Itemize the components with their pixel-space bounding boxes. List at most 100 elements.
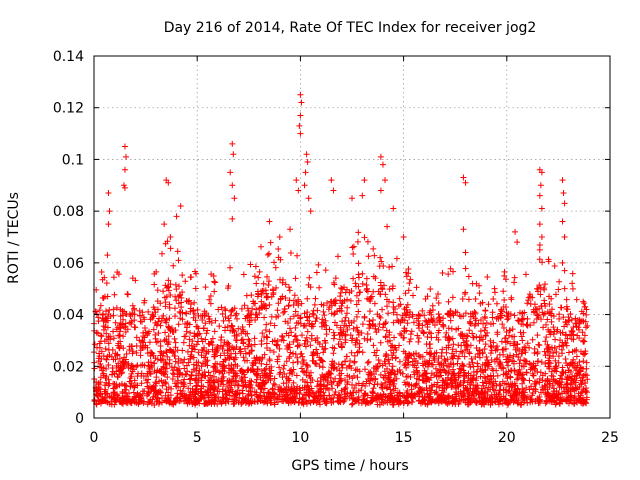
data-point <box>410 368 417 375</box>
data-point <box>263 294 270 301</box>
data-point <box>511 279 518 286</box>
data-point <box>369 376 376 383</box>
data-point <box>191 346 198 353</box>
data-point <box>260 280 267 287</box>
data-point <box>467 377 474 384</box>
data-point <box>130 366 137 373</box>
data-point <box>286 341 293 348</box>
data-point <box>205 348 212 355</box>
data-point <box>521 357 528 364</box>
data-point <box>499 321 506 328</box>
data-point <box>472 377 479 384</box>
data-point <box>487 372 494 379</box>
y-tick-label: 0.08 <box>53 204 84 220</box>
data-point <box>110 335 117 342</box>
data-point <box>541 300 548 307</box>
data-point <box>394 311 401 318</box>
data-point <box>149 312 156 319</box>
data-point <box>299 376 306 383</box>
data-point <box>364 285 371 292</box>
data-point <box>249 305 256 312</box>
data-point <box>445 392 452 399</box>
data-point <box>175 321 182 328</box>
data-point <box>446 311 453 318</box>
data-point <box>359 321 366 328</box>
data-point <box>99 294 106 301</box>
data-point <box>404 320 411 327</box>
data-point <box>552 401 559 408</box>
data-point <box>119 388 126 395</box>
data-point <box>339 299 346 306</box>
data-point <box>559 218 566 225</box>
data-point <box>437 367 444 374</box>
data-point <box>482 332 489 339</box>
data-point <box>582 324 589 331</box>
data-point <box>248 347 255 354</box>
data-point <box>137 395 144 402</box>
data-point <box>539 309 546 316</box>
data-point <box>136 392 143 399</box>
data-point <box>323 331 330 338</box>
data-point <box>266 301 273 308</box>
data-point <box>504 353 511 360</box>
data-point <box>479 299 486 306</box>
data-point <box>582 303 589 310</box>
data-point <box>482 341 489 348</box>
data-point <box>486 376 493 383</box>
data-point <box>165 277 172 284</box>
data-point <box>226 346 233 353</box>
data-point <box>355 260 362 267</box>
data-point <box>536 375 543 382</box>
data-point <box>503 329 510 336</box>
data-point <box>105 361 112 368</box>
data-point <box>541 310 548 317</box>
y-tick-label: 0 <box>75 411 84 427</box>
data-point <box>186 391 193 398</box>
data-point <box>175 360 182 367</box>
data-point <box>290 313 297 320</box>
data-point <box>291 390 298 397</box>
data-point <box>278 388 285 395</box>
data-point <box>331 332 338 339</box>
data-point <box>169 376 176 383</box>
data-point <box>163 319 170 326</box>
data-point <box>560 190 567 197</box>
data-point <box>464 333 471 340</box>
data-point <box>175 257 182 264</box>
data-point <box>571 376 578 383</box>
data-point <box>330 335 337 342</box>
data-point <box>234 315 241 322</box>
data-point <box>338 285 345 292</box>
data-point <box>459 296 466 303</box>
data-point <box>562 318 569 325</box>
data-point <box>480 320 487 327</box>
data-point <box>172 313 179 320</box>
data-point <box>239 399 246 406</box>
data-point <box>432 365 439 372</box>
data-point <box>416 384 423 391</box>
data-point <box>181 376 188 383</box>
data-point <box>504 312 511 319</box>
data-point <box>241 302 248 309</box>
data-point <box>126 319 133 326</box>
data-point <box>408 399 415 406</box>
data-point <box>400 400 407 407</box>
data-point <box>219 370 226 377</box>
data-point <box>479 379 486 386</box>
data-point <box>429 302 436 309</box>
data-point <box>252 300 259 307</box>
data-point <box>235 325 242 332</box>
data-point <box>507 327 514 334</box>
data-point <box>551 345 558 352</box>
data-point <box>551 377 558 384</box>
data-point <box>565 349 572 356</box>
data-point <box>173 213 180 220</box>
data-point <box>425 360 432 367</box>
data-point <box>122 356 129 363</box>
data-point <box>559 370 566 377</box>
data-point <box>395 395 402 402</box>
data-point <box>159 315 166 322</box>
data-point <box>473 345 480 352</box>
data-point <box>389 285 396 292</box>
data-point <box>201 400 208 407</box>
